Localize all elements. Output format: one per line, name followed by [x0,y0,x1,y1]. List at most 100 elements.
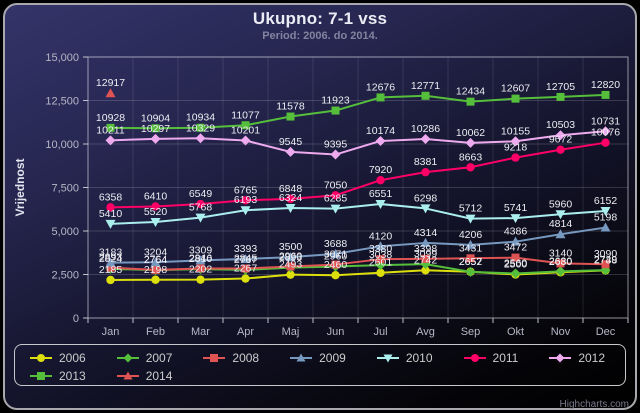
point-2010-Jun[interactable] [330,204,341,214]
point-2013-Mar[interactable] [196,123,205,132]
point-2008-Maj[interactable] [286,262,295,271]
legend-item-2014[interactable]: 2014 [116,368,172,383]
point-2012-Feb[interactable] [150,133,161,144]
point-2012-Jan[interactable] [105,135,116,146]
point-2007-Nov[interactable] [555,266,566,277]
point-2009-Dec[interactable] [600,222,611,232]
point-2010-Jan[interactable] [105,219,116,229]
point-2011-Feb[interactable] [151,202,160,211]
series-line-2006 [110,269,606,281]
point-2009-Jun[interactable] [330,248,341,258]
point-2006-Mar[interactable] [196,275,205,284]
point-2011-Mar[interactable] [196,199,205,209]
point-2012-Dec[interactable] [600,126,611,137]
point-2008-Jun[interactable] [331,260,340,269]
point-2012-Maj[interactable] [285,146,296,157]
point-2009-Avg[interactable] [420,237,431,247]
legend-item-2008[interactable]: 2008 [202,350,259,365]
point-2008-Jan[interactable] [106,263,115,272]
point-2010-Okt[interactable] [510,214,521,224]
point-2012-Jul[interactable] [375,135,386,146]
point-2012-Okt[interactable] [510,136,521,147]
point-2013-Jun[interactable] [331,106,340,115]
point-2008-Nov[interactable] [556,259,565,268]
point-2009-Okt[interactable] [510,236,521,246]
point-2008-Dec[interactable] [601,260,610,269]
point-2011-Maj[interactable] [286,194,295,204]
point-2009-Maj[interactable] [285,252,296,262]
point-2006-Maj[interactable] [286,270,295,279]
point-2011-Jul[interactable] [376,175,385,185]
credits-link[interactable]: Highcharts.com [559,399,629,410]
point-2006-Jun[interactable] [331,270,340,280]
x-axis-label: Okt [507,326,524,338]
point-2010-Mar[interactable] [195,213,206,223]
point-2011-Avg[interactable] [421,167,430,177]
legend-item-2010[interactable]: 2010 [376,350,433,365]
point-2010-Jul[interactable] [375,200,386,210]
point-2013-Nov[interactable] [556,92,565,101]
point-2008-Mar[interactable] [196,264,205,273]
point-2011-Jun[interactable] [331,191,340,200]
point-2011-Dec[interactable] [601,138,610,147]
point-2013-Dec[interactable] [601,90,610,99]
point-2010-Maj[interactable] [285,203,296,213]
point-2009-Sep[interactable] [465,239,476,249]
point-2006-Avg[interactable] [421,266,430,275]
point-2008-Avg[interactable] [421,254,430,263]
chart-title: Ukupno: 7-1 vss [252,9,388,28]
point-2010-Sep[interactable] [465,214,476,224]
legend-item-2012[interactable]: 2012 [548,350,605,365]
point-2013-Avg[interactable] [421,91,430,100]
point-2008-Jul[interactable] [376,255,385,264]
point-2012-Nov[interactable] [555,130,566,141]
legend-item-2006[interactable]: 2006 [29,350,86,365]
point-2013-Apr[interactable] [241,121,250,130]
point-2014-Jan[interactable] [105,88,116,98]
point-2011-Jan[interactable] [106,203,115,212]
point-2008-Sep[interactable] [466,254,475,263]
point-2012-Mar[interactable] [195,133,206,144]
point-2010-Nov[interactable] [555,210,566,220]
point-2013-Jan[interactable] [106,123,115,132]
point-2013-Okt[interactable] [511,94,520,103]
point-2010-Feb[interactable] [150,217,161,227]
point-2013-Sep[interactable] [466,97,475,106]
legend-item-2011[interactable]: 2011 [463,350,518,365]
point-2010-Apr[interactable] [240,206,251,216]
data-label: 3204 [144,246,168,258]
point-2006-Jan[interactable] [106,275,115,285]
point-2011-Nov[interactable] [556,145,565,154]
point-2006-Apr[interactable] [241,274,250,283]
point-2009-Feb[interactable] [150,257,161,267]
point-2006-Feb[interactable] [151,275,160,284]
point-2013-Jul[interactable] [376,93,385,102]
point-2012-Sep[interactable] [465,137,476,148]
point-2007-Okt[interactable] [510,268,521,279]
point-2012-Avg[interactable] [420,134,431,145]
point-2009-Jul[interactable] [375,241,386,251]
point-2009-Nov[interactable] [555,229,566,239]
point-2009-Mar[interactable] [195,255,206,265]
point-2010-Avg[interactable] [420,204,431,214]
point-2012-Jun[interactable] [330,149,341,160]
point-2008-Feb[interactable] [151,265,160,274]
point-2013-Feb[interactable] [151,124,160,133]
point-2006-Jul[interactable] [376,268,385,277]
point-2011-Apr[interactable] [241,196,250,205]
point-2012-Apr[interactable] [240,135,251,146]
legend-item-2009[interactable]: 2009 [289,350,346,365]
point-2009-Jan[interactable] [105,257,116,267]
point-2010-Dec[interactable] [600,206,611,216]
point-2013-Maj[interactable] [286,112,295,121]
point-2007-Sep[interactable] [465,266,476,277]
legend-item-2013[interactable]: 2013 [29,368,86,383]
point-2008-Okt[interactable] [511,253,520,262]
point-2011-Okt[interactable] [511,153,520,162]
point-2011-Sep[interactable] [466,163,475,172]
point-2009-Apr[interactable] [240,253,251,263]
point-2008-Apr[interactable] [241,264,250,273]
data-label: 5198 [594,212,618,224]
legend-item-2007[interactable]: 2007 [116,350,172,365]
